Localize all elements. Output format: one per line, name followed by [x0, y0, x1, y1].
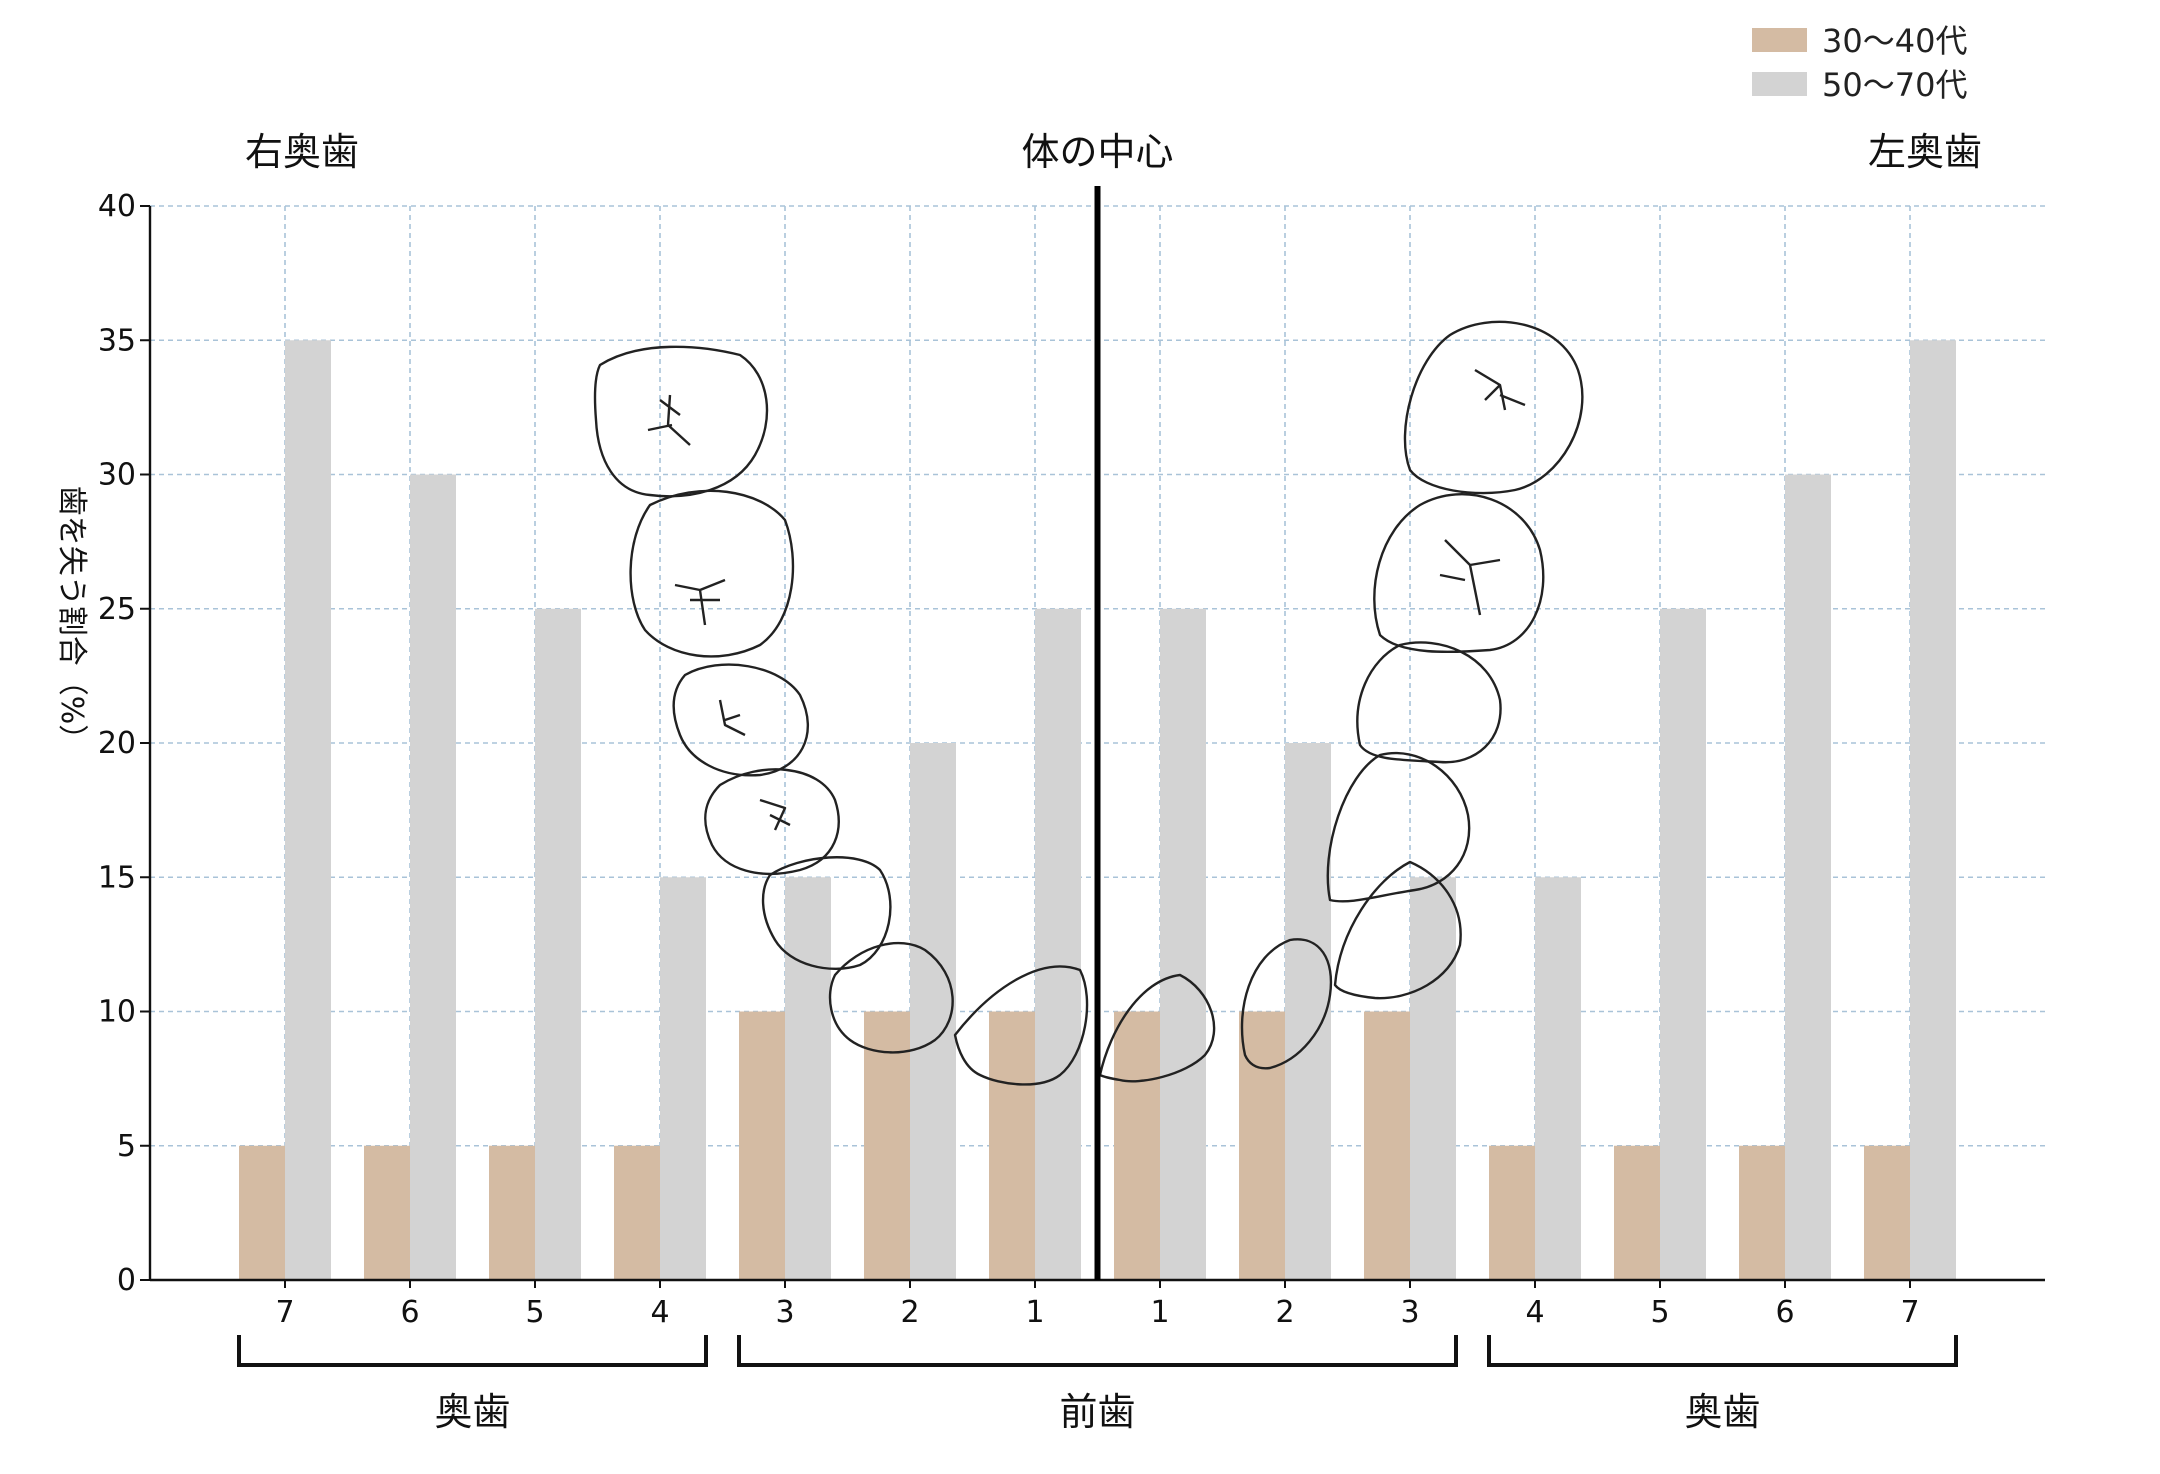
bar-series1	[1114, 1011, 1160, 1280]
x-tick-label: 3	[775, 1295, 794, 1330]
bar-series1	[739, 1011, 785, 1280]
y-tick-label: 0	[117, 1263, 136, 1298]
group-label: 奥歯	[434, 1390, 510, 1434]
bar-series2	[660, 877, 706, 1280]
bar-series2	[1035, 608, 1081, 1280]
legend-label: 30～40代	[1822, 22, 1967, 60]
x-tick-label: 1	[1150, 1295, 1169, 1330]
y-tick-label: 10	[98, 995, 136, 1030]
right-molar-label: 右奥歯	[245, 130, 359, 174]
x-tick-label: 6	[1775, 1295, 1794, 1330]
bar-series1	[614, 1145, 660, 1280]
bar-series2	[785, 877, 831, 1280]
bar-series2	[1535, 877, 1581, 1280]
bar-series2	[535, 608, 581, 1280]
bar-series1	[364, 1145, 410, 1280]
y-tick-label: 35	[98, 323, 136, 358]
bar-series2	[1160, 608, 1206, 1280]
y-tick-label: 15	[98, 860, 136, 895]
group-bracket	[1487, 1335, 1958, 1367]
x-tick-label: 4	[1525, 1295, 1544, 1330]
y-axis-label: 歯を失う割合（%）	[54, 486, 89, 755]
bar-series1	[1364, 1011, 1410, 1280]
x-tick-label: 6	[400, 1295, 419, 1330]
bar-series2	[1410, 877, 1456, 1280]
bar-series2	[1285, 743, 1331, 1280]
group-bracket	[737, 1335, 1458, 1367]
x-tick-label: 7	[275, 1295, 294, 1330]
legend-swatch	[1752, 72, 1807, 96]
group-label: 奥歯	[1684, 1390, 1760, 1434]
bar-series2	[285, 340, 331, 1280]
bar-series1	[989, 1011, 1035, 1280]
bar-series1	[1614, 1145, 1660, 1280]
x-tick-label: 7	[1900, 1295, 1919, 1330]
left-molar-label: 左奥歯	[1868, 130, 1982, 174]
x-tick-label: 2	[1275, 1295, 1294, 1330]
x-tick-label: 5	[1650, 1295, 1669, 1330]
bar-series1	[864, 1011, 910, 1280]
y-tick-label: 25	[98, 592, 136, 627]
legend-label: 50～70代	[1822, 66, 1967, 104]
group-bracket	[237, 1335, 708, 1367]
x-tick-label: 5	[525, 1295, 544, 1330]
y-tick-label: 30	[98, 458, 136, 493]
bar-series2	[910, 743, 956, 1280]
bar-series1	[1739, 1145, 1785, 1280]
y-tick-label: 20	[98, 726, 136, 761]
legend-swatch	[1752, 28, 1807, 52]
bar-series1	[489, 1145, 535, 1280]
bar-series2	[1785, 474, 1831, 1280]
tooth-arch-illustration	[593, 320, 1584, 1086]
bar-series1	[239, 1145, 285, 1280]
x-tick-label: 3	[1400, 1295, 1419, 1330]
y-tick-label: 40	[98, 189, 136, 224]
bar-series1	[1239, 1011, 1285, 1280]
x-tick-label: 2	[900, 1295, 919, 1330]
bar-series2	[1660, 608, 1706, 1280]
bar-series1	[1864, 1145, 1910, 1280]
x-tick-label: 1	[1025, 1295, 1044, 1330]
x-tick-label: 4	[650, 1295, 669, 1330]
bar-series2	[410, 474, 456, 1280]
group-label: 前歯	[1059, 1390, 1135, 1434]
body-center-label: 体の中心	[1021, 130, 1173, 174]
bar-series2	[1910, 340, 1956, 1280]
bar-series1	[1489, 1145, 1535, 1280]
y-tick-label: 5	[117, 1129, 136, 1164]
